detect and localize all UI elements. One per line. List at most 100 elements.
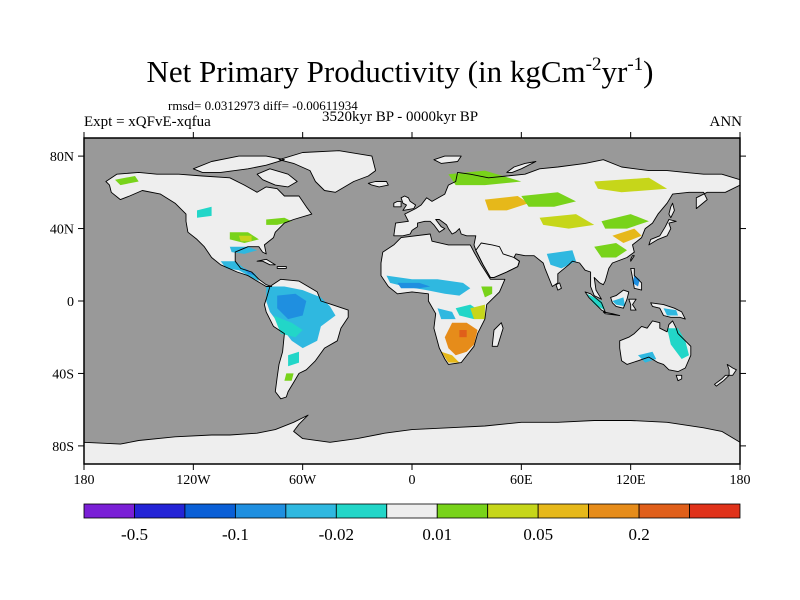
coastline-madagascar	[491, 322, 504, 347]
colorbar-box	[588, 503, 640, 519]
coastline-philippines	[630, 267, 643, 291]
lon-tick-label: 60E	[510, 473, 533, 488]
anomaly-region-4	[284, 373, 294, 381]
colorbar-box	[436, 503, 489, 519]
lon-tick-label: 180	[730, 473, 751, 488]
coastline-svalbard	[433, 155, 462, 164]
coastline-hispaniola	[276, 266, 287, 269]
experiment-label: Expt = xQFvE-xqfua	[84, 114, 211, 130]
coastline-sri-lanka	[555, 282, 562, 291]
colorbar-box	[537, 503, 590, 519]
land-north-america	[105, 172, 312, 287]
anomaly-region-32	[638, 351, 657, 363]
lat-tick-label: 80N	[50, 150, 74, 165]
colorbar-label: -0.5	[121, 525, 148, 544]
land-madagascar	[492, 322, 504, 347]
coastline-japan	[648, 219, 677, 246]
anomaly-region-14	[397, 282, 431, 289]
colorbar-box	[184, 503, 236, 519]
lat-tick-label: 80S	[52, 440, 74, 455]
anomaly-region-24	[484, 196, 529, 211]
coastline-taiwan	[630, 255, 635, 262]
colorbar-box	[83, 503, 135, 519]
anomaly-region-11	[197, 206, 212, 218]
title-exponent-time: -1	[627, 54, 644, 75]
anomaly-region-36	[663, 308, 678, 316]
anomaly-region-26	[539, 214, 595, 229]
coastline-canadian-arctic-islands	[192, 155, 285, 173]
land-arabia-gap-fill	[475, 243, 520, 278]
colorbar-box	[234, 503, 287, 519]
lat-tick-label: 0	[67, 295, 74, 310]
coastline-ireland	[393, 200, 402, 208]
anomaly-region-22	[546, 250, 576, 269]
anomaly-region-2	[273, 315, 303, 338]
coastline-north-america	[105, 171, 313, 287]
colorbar-box	[487, 503, 539, 519]
anomaly-region-20	[470, 304, 485, 320]
colorbar-box	[285, 503, 337, 519]
land-greenland	[279, 150, 376, 193]
colorbar-box	[638, 503, 690, 519]
anomaly-region-21	[481, 286, 493, 298]
lon-tick-label: 120W	[176, 473, 211, 488]
anomaly-region-18	[441, 351, 460, 363]
anomaly-region-19	[459, 330, 467, 338]
colorbar-box	[335, 503, 388, 519]
land-new-zealand-south	[714, 375, 730, 387]
coastline-java	[602, 311, 621, 316]
coastline-novaya-zemlya	[506, 161, 537, 173]
map-title: Net Primary Productivity (in kgCm-2yr-1)	[0, 52, 800, 92]
anomaly-region-9	[229, 246, 258, 254]
coastline-sumatra	[584, 291, 606, 313]
anomaly-region-33	[586, 293, 606, 311]
title-exponent-area: -2	[585, 54, 602, 75]
coastline-new-guinea	[650, 302, 686, 320]
land-antarctica	[84, 415, 740, 464]
coastline-sakhalin	[668, 202, 675, 219]
coastline-great-britain	[400, 195, 417, 211]
coastline-new-zealand-south	[714, 374, 730, 387]
coastline-sulawesi	[628, 298, 637, 311]
land-sakhalin	[668, 203, 675, 218]
anomaly-region-34	[612, 297, 626, 307]
colorbar-box	[386, 503, 438, 519]
title-close: )	[643, 54, 654, 89]
colorbar-box	[134, 503, 186, 519]
colorbar-label: 0.2	[628, 525, 649, 544]
land-canadian-arctic-islands	[193, 156, 285, 173]
land-eurasia	[393, 159, 740, 300]
coastline-baffin-island	[256, 168, 298, 188]
anomaly-region-1	[277, 293, 307, 320]
coastline-greenland	[278, 150, 377, 193]
anomaly-region-27	[601, 214, 649, 229]
land-great-britain	[401, 196, 416, 211]
coastline-iceland	[367, 181, 389, 188]
lat-tick-label: 40S	[52, 367, 74, 382]
axis-layer: 80N 40N 0 40S 80S 180 120W 60W 0 60E 120E 180	[50, 132, 751, 488]
coastline-borneo	[610, 289, 630, 309]
coastline-australia	[619, 320, 692, 373]
stats-text: rmsd= 0.0312973 diff= -0.00611934	[168, 98, 358, 113]
lon-tick-label: 0	[409, 473, 416, 488]
anomaly-region-12	[115, 176, 139, 186]
anomaly-region-23	[594, 243, 627, 258]
colorbar-label: 0.01	[422, 525, 452, 544]
coastline-layer	[84, 150, 740, 464]
land-iceland	[368, 181, 389, 187]
land-novaya-zemlya	[506, 161, 536, 173]
anomaly-region-3	[288, 351, 299, 367]
coastline-tasmania	[675, 374, 683, 382]
anomaly-region-16	[437, 308, 456, 320]
colorbar-label: -0.02	[319, 525, 354, 544]
anomaly-region-31	[667, 328, 689, 359]
title-text: Net Primary Productivity (in kgCm	[146, 54, 586, 89]
coastline-antarctica	[84, 414, 740, 464]
coastline-cuba	[256, 258, 276, 266]
season-label: ANN	[709, 114, 743, 130]
title-unit-year: yr	[601, 54, 628, 89]
anomaly-layer	[115, 170, 689, 381]
anomaly-region-30	[594, 177, 668, 193]
anomaly-region-25	[521, 192, 576, 207]
